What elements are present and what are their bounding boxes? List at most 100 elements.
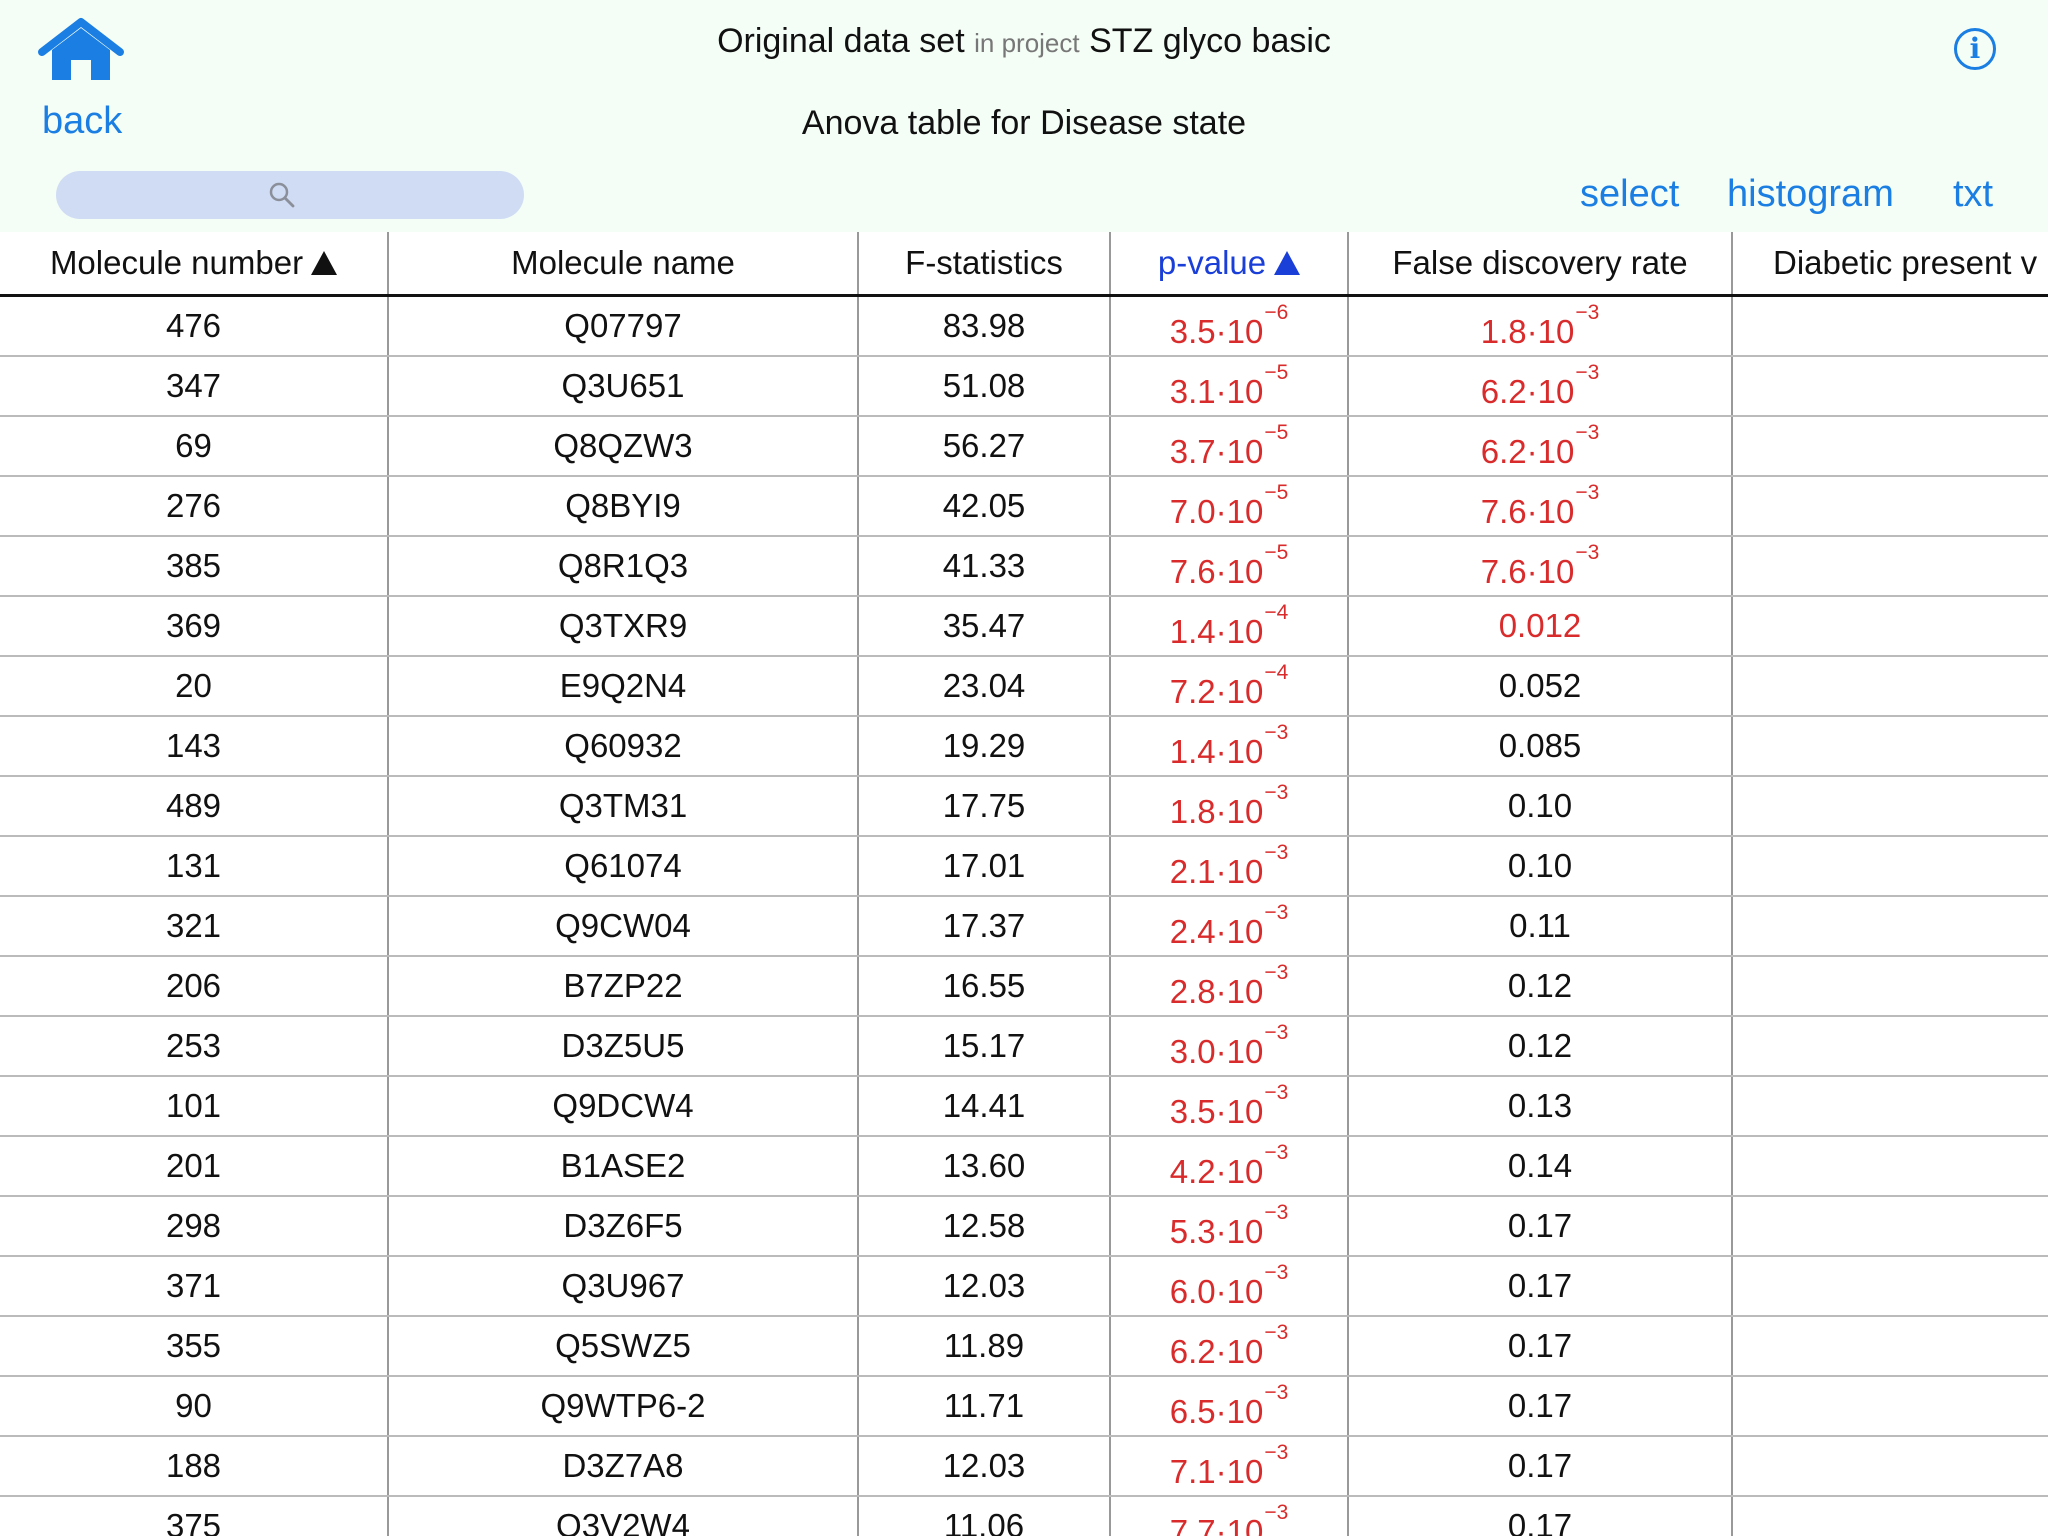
f-statistic-cell: 17.37 — [858, 896, 1111, 957]
fdr-cell: 0.17 — [1348, 1436, 1733, 1497]
f-statistic-cell: 83.98 — [858, 295, 1111, 357]
col-header-false-discovery-rate[interactable]: False discovery rate — [1348, 232, 1733, 297]
col-header-p-value[interactable]: p-value — [1110, 232, 1349, 297]
in-project-label: in project — [974, 28, 1080, 58]
dataset-title: Original data set — [717, 22, 965, 60]
molecule-name-cell: Q8QZW3 — [388, 416, 859, 477]
fdr-cell: 0.085 — [1348, 716, 1733, 777]
diabetic-present-cell: 6 — [1732, 1316, 2048, 1377]
page-subtitle: Anova table for Disease state — [801, 104, 1247, 142]
p-value-cell-mantissa: 1.4·10 — [1169, 733, 1264, 770]
diabetic-present-cell: 5 — [1732, 896, 2048, 957]
molecule-number-cell: 476 — [0, 295, 389, 357]
f-statistic-cell: 41.33 — [858, 536, 1111, 597]
p-value-cell: 1.8·10−3 — [1110, 776, 1349, 837]
p-value-cell-exponent: −3 — [1264, 1141, 1289, 1164]
table-header-row: Molecule number Molecule name F-statisti… — [0, 232, 2048, 297]
f-statistic-cell: 17.01 — [858, 836, 1111, 897]
home-icon — [38, 18, 124, 80]
p-value-cell-exponent: −3 — [1264, 1201, 1289, 1224]
txt-button[interactable]: txt — [1953, 173, 1994, 215]
select-button[interactable]: select — [1580, 173, 1680, 215]
fdr-cell: 6.2·10−3 — [1348, 416, 1733, 477]
p-value-cell: 5.3·10−3 — [1110, 1196, 1349, 1257]
p-value-cell: 2.1·10−3 — [1110, 836, 1349, 897]
p-value-cell: 6.0·10−3 — [1110, 1256, 1349, 1317]
p-value-cell-mantissa: 6.5·10 — [1169, 1393, 1264, 1430]
molecule-number-cell: 371 — [0, 1256, 389, 1317]
col-header-diabetic-present[interactable]: Diabetic present v — [1732, 232, 2048, 297]
p-value-cell-mantissa: 4.2·10 — [1169, 1153, 1264, 1190]
fdr-cell: 0.012 — [1348, 596, 1733, 657]
p-value-cell-exponent: −3 — [1264, 1501, 1289, 1524]
back-link[interactable]: back — [42, 100, 123, 142]
p-value-cell: 1.4·10−4 — [1110, 596, 1349, 657]
f-statistic-cell: 12.03 — [858, 1436, 1111, 1497]
molecule-number-cell: 347 — [0, 356, 389, 417]
project-name: STZ glyco basic — [1089, 22, 1331, 60]
p-value-cell-exponent: −6 — [1264, 301, 1289, 324]
fdr-cell: 0.17 — [1348, 1376, 1733, 1437]
fdr-cell: 0.10 — [1348, 836, 1733, 897]
fdr-cell: 0.14 — [1348, 1136, 1733, 1197]
sort-ascending-icon — [311, 251, 338, 275]
col-header-molecule-number[interactable]: Molecule number — [0, 232, 389, 297]
p-value-cell-mantissa: 7.6·10 — [1169, 553, 1264, 590]
p-value-cell-mantissa: 7.1·10 — [1169, 1453, 1264, 1490]
fdr-cell: 6.2·10−3 — [1348, 356, 1733, 417]
molecule-number-cell: 385 — [0, 536, 389, 597]
molecule-number-cell: 321 — [0, 896, 389, 957]
diabetic-present-cell: 6 — [1732, 1136, 2048, 1197]
f-statistic-cell: 19.29 — [858, 716, 1111, 777]
f-statistic-cell: 35.47 — [858, 596, 1111, 657]
diabetic-present-cell: 6 — [1732, 1016, 2048, 1077]
col-header-f-statistics[interactable]: F-statistics — [858, 232, 1111, 297]
p-value-cell-exponent: −3 — [1264, 1381, 1289, 1404]
p-value-cell-mantissa: 3.1·10 — [1169, 373, 1264, 410]
diabetic-present-cell: 6 — [1732, 1496, 2048, 1536]
fdr-cell-exponent: −3 — [1575, 541, 1600, 564]
p-value-cell: 6.5·10−3 — [1110, 1376, 1349, 1437]
home-button[interactable] — [36, 16, 126, 86]
molecule-name-cell: Q3TXR9 — [388, 596, 859, 657]
fdr-cell: 1.8·10−3 — [1348, 295, 1733, 357]
fdr-cell: 0.12 — [1348, 956, 1733, 1017]
p-value-cell-exponent: −3 — [1264, 1021, 1289, 1044]
f-statistic-cell: 17.75 — [858, 776, 1111, 837]
p-value-cell: 3.0·10−3 — [1110, 1016, 1349, 1077]
diabetic-present-cell: 6 — [1732, 1076, 2048, 1137]
molecule-name-cell: Q8BYI9 — [388, 476, 859, 537]
col-header-molecule-name[interactable]: Molecule name — [388, 232, 859, 297]
histogram-button[interactable]: histogram — [1727, 173, 1894, 215]
molecule-name-cell: Q60932 — [388, 716, 859, 777]
fdr-cell-mantissa: 1.8·10 — [1480, 313, 1575, 350]
diabetic-present-cell: 6 — [1732, 776, 2048, 837]
search-input[interactable] — [56, 171, 524, 219]
anova-table-scroll[interactable]: Molecule number Molecule name F-statisti… — [0, 232, 2048, 1536]
diabetic-present-cell: 6 — [1732, 536, 2048, 597]
molecule-number-cell: 90 — [0, 1376, 389, 1437]
molecule-name-cell: Q8R1Q3 — [388, 536, 859, 597]
info-icon[interactable]: i — [1954, 28, 1996, 70]
